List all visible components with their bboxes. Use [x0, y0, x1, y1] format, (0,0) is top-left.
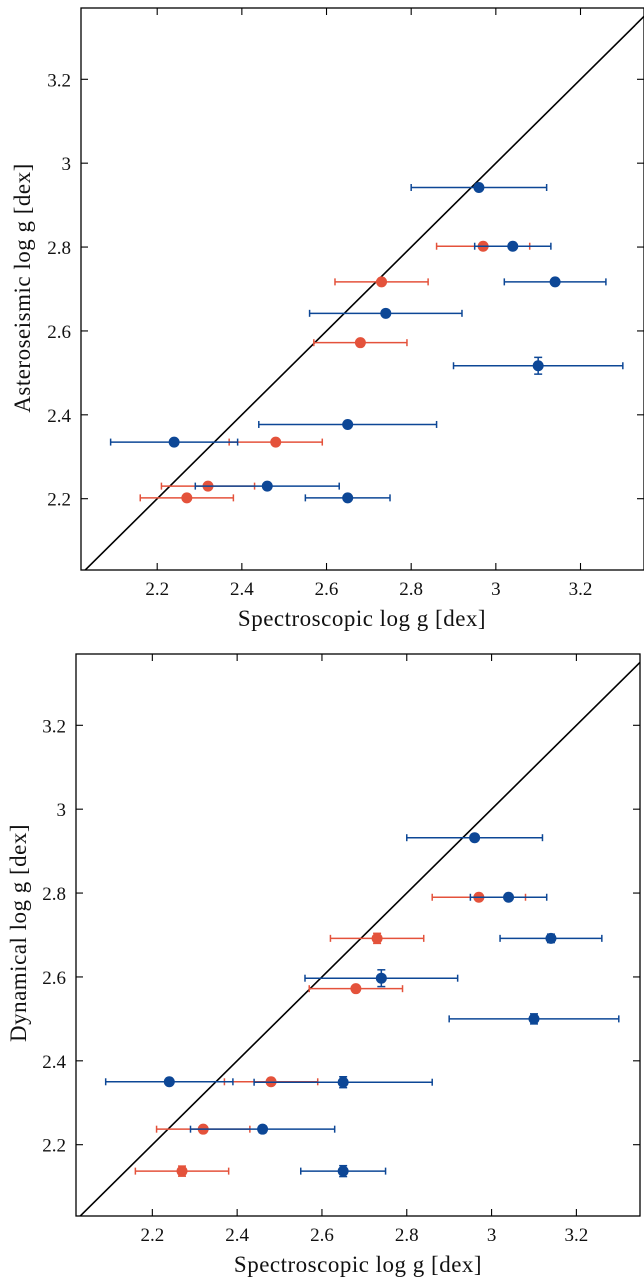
blue-marker: [168, 436, 180, 448]
blue-marker: [507, 240, 519, 252]
blue-marker: [532, 360, 544, 372]
red-data-point: [308, 983, 404, 995]
red-marker: [350, 983, 362, 995]
red-data-point: [139, 492, 235, 504]
x-tick-label: 2.6: [315, 579, 339, 600]
blue-data-point: [304, 492, 391, 504]
red-marker: [354, 337, 366, 349]
blue-data-point: [253, 1076, 433, 1089]
asteroseismic-vs-spectroscopic-chart: 2.2 2.4 2.6 2.8 3 3.2 2.2 2.4 2.6 2.8 3 3.2 Spectro…: [10, 7, 644, 631]
blue-marker: [337, 1165, 349, 1177]
red-data-point: [334, 276, 429, 288]
blue-data-point: [189, 1123, 336, 1135]
blue-marker: [469, 832, 481, 844]
y-tick-label: 2.4: [47, 406, 71, 427]
blue-marker: [545, 932, 557, 944]
blue-marker: [380, 307, 392, 319]
x-tick-label: 3: [491, 579, 501, 600]
x-tick-label: 2.4: [225, 1225, 249, 1246]
blue-data-point: [300, 1164, 387, 1178]
x-tick-label: 2.2: [145, 579, 169, 600]
red-data-point: [228, 436, 324, 448]
red-marker: [176, 1165, 188, 1177]
y-tick-label: 3: [57, 800, 67, 821]
red-data-point: [134, 1165, 230, 1177]
x-tick-label: 3.2: [565, 1225, 589, 1246]
blue-data-point: [473, 240, 552, 252]
blue-data-point: [410, 182, 548, 194]
blue-marker: [337, 1076, 349, 1088]
plot-frame: [75, 653, 641, 1217]
blue-data-point: [308, 307, 463, 319]
y-tick-label: 3.2: [47, 70, 71, 91]
blue-marker: [375, 972, 387, 984]
blue-data-point: [194, 480, 340, 492]
x-tick-label: 2.8: [399, 579, 423, 600]
blue-data-point: [104, 1076, 234, 1088]
blue-data-point: [452, 356, 624, 375]
blue-marker: [257, 1123, 269, 1135]
x-tick-label: 3: [487, 1225, 497, 1246]
red-marker: [270, 436, 282, 448]
blue-marker: [473, 182, 485, 194]
x-tick-label: 3.2: [569, 579, 593, 600]
y-axis-title: Asteroseismic log g [dex]: [10, 163, 35, 412]
red-data-point: [313, 337, 408, 349]
y-tick-label: 2.8: [47, 238, 71, 259]
blue-marker: [261, 480, 273, 492]
plot-frame: [80, 7, 644, 571]
blue-marker: [342, 418, 354, 430]
blue-data-point: [503, 276, 607, 288]
blue-data-point: [406, 832, 544, 844]
blue-data-point: [109, 436, 239, 448]
x-tick-label: 2.8: [395, 1225, 419, 1246]
y-axis-title: Dynamical log g [dex]: [6, 824, 31, 1042]
dynamical-vs-spectroscopic-chart: 2.2 2.4 2.6 2.8 3 3.2 2.2 2.4 2.6 2.8 3 3.2 Spectro…: [6, 653, 641, 1277]
red-marker: [376, 276, 388, 288]
x-tick-label: 2.6: [310, 1225, 334, 1246]
blue-data-point: [304, 969, 459, 988]
blue-marker: [549, 276, 561, 288]
x-axis-title: Spectroscopic log g [dex]: [234, 1252, 482, 1277]
y-tick-label: 2.8: [42, 884, 66, 905]
blue-marker: [503, 891, 515, 903]
y-tick-label: 2.2: [47, 490, 71, 511]
blue-data-point: [448, 1013, 620, 1025]
blue-marker: [163, 1076, 175, 1088]
y-tick-label: 3: [62, 154, 72, 175]
y-tick-label: 2.6: [47, 322, 71, 343]
blue-marker: [342, 492, 354, 504]
y-tick-label: 2.2: [42, 1136, 66, 1157]
one-to-one-line: [84, 15, 644, 570]
red-marker: [181, 492, 193, 504]
y-tick-label: 2.4: [42, 1052, 66, 1073]
y-tick-label: 3.2: [42, 716, 66, 737]
x-tick-label: 2.4: [230, 579, 254, 600]
plot-area: 2.2 2.4 2.6 2.8 3 3.2 2.2 2.4 2.6 2.8 3 3.2: [47, 7, 644, 600]
red-data-point: [329, 932, 425, 945]
red-marker: [371, 932, 383, 944]
x-axis-title: Spectroscopic log g [dex]: [238, 606, 486, 631]
one-to-one-line: [79, 661, 640, 1216]
blue-data-point: [469, 891, 548, 903]
plot-area: 2.2 2.4 2.6 2.8 3 3.2 2.2 2.4 2.6 2.8 3 3.2: [42, 653, 641, 1246]
y-tick-label: 2.6: [42, 968, 66, 989]
blue-data-point: [499, 932, 603, 944]
blue-marker: [528, 1013, 540, 1025]
blue-data-point: [258, 418, 438, 430]
x-tick-label: 2.2: [140, 1225, 164, 1246]
